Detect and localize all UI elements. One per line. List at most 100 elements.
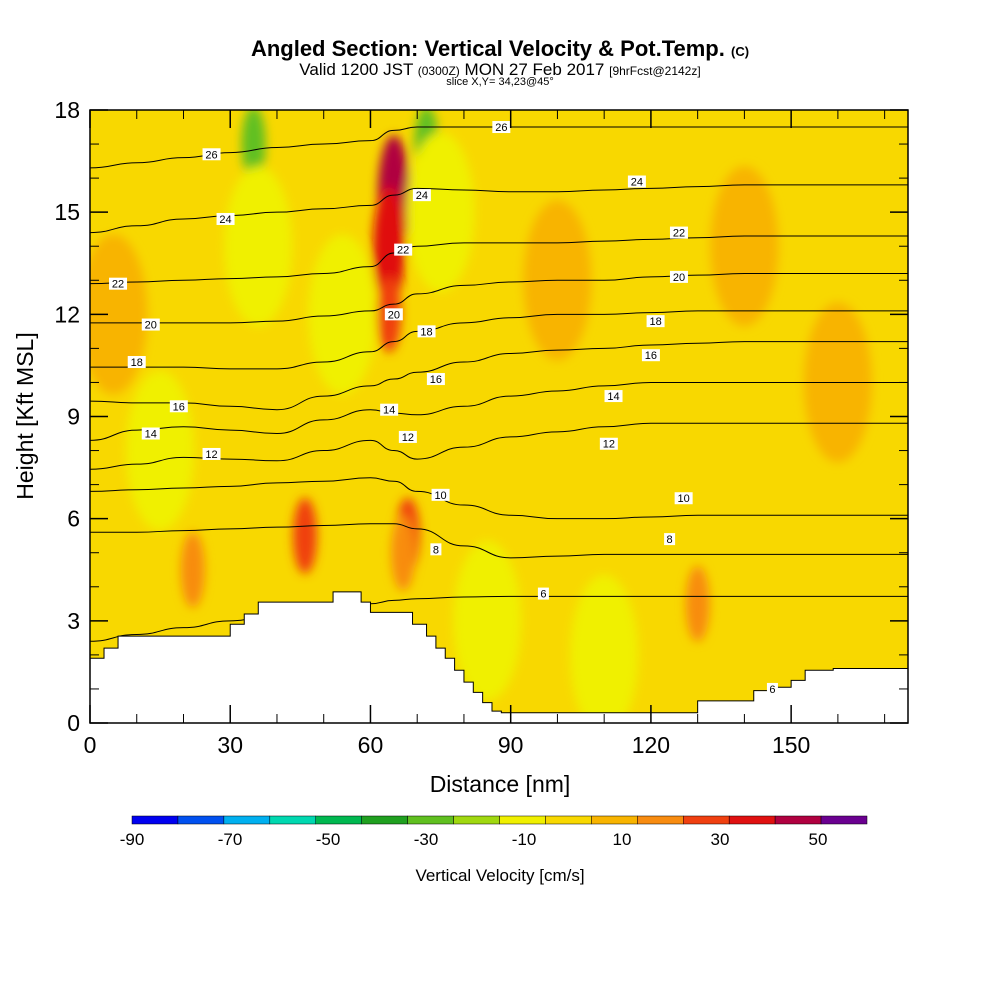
colorbar-swatch (453, 815, 500, 825)
colorbar-tick-label: 50 (809, 830, 828, 849)
isentrope-label-bg (669, 226, 688, 239)
colorbar-tick-label: 30 (711, 830, 730, 849)
colorbar-swatch (545, 815, 592, 825)
isentrope-label: 16 (645, 350, 657, 362)
colorbar-swatch (728, 815, 776, 825)
isentrope-label: 18 (649, 316, 661, 328)
isentrope-label: 24 (631, 177, 643, 189)
isentrope-label-bg (627, 175, 646, 188)
velocity-feature (453, 540, 522, 701)
isentrope-label-bg (604, 390, 623, 403)
colorbar-label: Vertical Velocity [cm/s] (415, 866, 584, 885)
isentrope-label-bg (412, 189, 431, 202)
x-tick-label: 150 (772, 732, 810, 758)
isentrope-22 (90, 235, 908, 285)
colorbar-swatch (131, 815, 179, 825)
isentrope-16 (90, 341, 908, 411)
isentrope-8 (90, 523, 908, 559)
isentrope-label-bg (766, 682, 778, 695)
x-tick-label: 30 (217, 732, 243, 758)
x-axis-label: Distance [nm] (430, 771, 571, 797)
colorbar-tick-label: -90 (120, 830, 145, 849)
velocity-feature (391, 514, 416, 591)
isentrope-labels: 6 6 8 8 10 10 12 12 12 14 14 14 16 16 16 18 18 18 20 20 20 22… (109, 121, 778, 696)
y-tick-label: 0 (67, 710, 80, 736)
isentrope-12 (90, 422, 908, 470)
colorbar-tick-label: -70 (218, 830, 243, 849)
isentrope-label: 8 (667, 534, 673, 546)
colorbar-tick-label: -10 (512, 830, 537, 849)
colorbar-swatch (499, 815, 546, 825)
isentrope-label: 16 (430, 374, 442, 386)
isentrope-label-bg (417, 325, 436, 338)
isentrope-label-bg (394, 243, 413, 256)
colorbar-swatch (683, 815, 730, 825)
slice-info: slice X,Y= 34,23@45° (446, 76, 554, 88)
isentrope-label-bg (492, 121, 511, 134)
velocity-feature (570, 574, 639, 723)
y-tick-label: 3 (67, 608, 80, 634)
isentrope-label: 18 (420, 326, 432, 338)
isentrope-label-bg (664, 533, 676, 546)
velocity-feature (224, 166, 293, 327)
isentrope-label-bg (141, 318, 160, 331)
isentrope-label: 20 (673, 272, 685, 284)
isentrope-10 (90, 477, 908, 520)
colorbar-swatch (774, 815, 822, 825)
isentrope-label-bg (109, 277, 128, 290)
isentrope-label: 8 (433, 544, 439, 556)
velocity-feature (710, 166, 779, 327)
colorbar-swatch (820, 815, 868, 825)
colorbar-tick-label: -50 (316, 830, 341, 849)
isentrope-26 (90, 126, 908, 169)
isentrope-label-bg (430, 543, 442, 556)
isentrope-label-bg (380, 403, 399, 416)
velocity-feature (180, 531, 205, 608)
velocity-feature (406, 132, 475, 293)
isentrope-label: 26 (495, 122, 507, 134)
isentrope-label: 12 (402, 432, 414, 444)
isentrope-label-bg (641, 349, 660, 362)
y-tick-label: 15 (54, 199, 80, 225)
colorbar-swatch (223, 815, 271, 825)
isentrope-label-bg (669, 270, 688, 283)
isentrope-6 (90, 595, 908, 642)
isentrope-label-bg (426, 373, 445, 386)
colorbar-tick-label: 10 (613, 830, 632, 849)
isentrope-label: 6 (769, 684, 775, 696)
isentrope-label: 20 (145, 320, 157, 332)
isentrope-label: 10 (678, 493, 690, 505)
velocity-feature (685, 565, 710, 642)
velocity-feature (90, 234, 148, 395)
isentrope-label: 22 (397, 245, 409, 257)
forecast-info: [9hrFcst@2142z] (609, 64, 701, 78)
velocity-feature (241, 110, 266, 183)
x-tick-label: 60 (358, 732, 384, 758)
isentrope-label-bg (384, 308, 403, 321)
valid-prefix: Valid 1200 JST (299, 60, 414, 79)
colorbar-swatch (177, 815, 225, 825)
isentrope-label: 20 (388, 309, 400, 321)
isentrope-label-bg (646, 315, 665, 328)
colorbar-swatch (315, 815, 362, 825)
isentrope-label: 22 (673, 228, 685, 240)
chart-title: Angled Section: Vertical Velocity & Pot.… (0, 36, 1000, 62)
y-tick-label: 9 (67, 404, 80, 430)
y-tick-label: 18 (54, 97, 80, 123)
valid-utc: (0300Z) (417, 64, 460, 78)
x-tick-label: 90 (498, 732, 524, 758)
isentrope-label: 14 (383, 405, 395, 417)
isentrope-label-bg (398, 430, 417, 443)
isentrope-label: 14 (145, 429, 157, 441)
x-tick-label: 0 (84, 732, 97, 758)
isentrope-label-bg (169, 400, 188, 413)
velocity-feature (293, 497, 318, 574)
isentrope-label-bg (216, 212, 235, 225)
isentrope-label-bg (141, 427, 160, 440)
isentropes (90, 126, 908, 642)
isentrope-label-bg (127, 356, 146, 369)
axes: 0 30 60 90 120 150 0 3 6 9 12 15 18 (54, 97, 908, 758)
isentrope-20 (90, 272, 908, 324)
isentrope-label: 22 (112, 279, 124, 291)
